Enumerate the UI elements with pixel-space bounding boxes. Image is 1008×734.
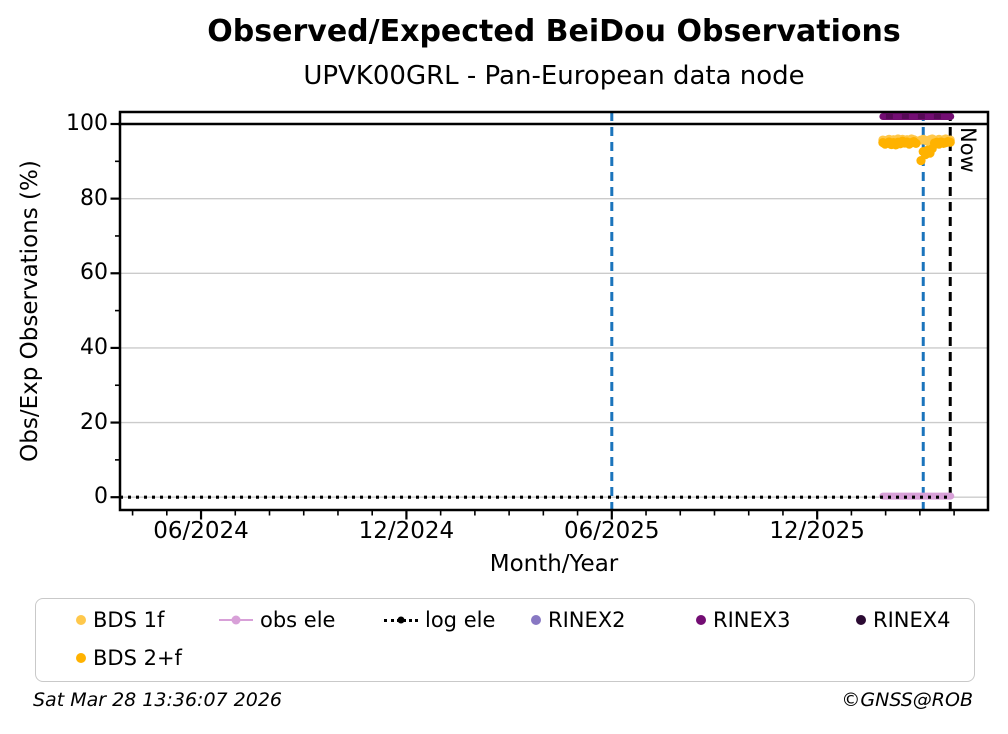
legend-label: BDS 1f xyxy=(93,608,165,632)
y-tick-label: 20 xyxy=(80,409,108,435)
legend-item-log-ele: log ele xyxy=(384,604,495,636)
footer-timestamp: Sat Mar 28 13:36:07 2026 xyxy=(33,689,283,711)
legend-marker-rinex4-icon xyxy=(856,615,866,625)
y-tick-label: 40 xyxy=(80,334,108,360)
y-axis-label: Obs/Exp Observations (%) xyxy=(17,160,43,462)
data-point-bds-2-f xyxy=(911,138,921,149)
y-tick-label: 100 xyxy=(66,111,108,136)
legend-label: RINEX4 xyxy=(873,608,951,632)
x-tick-label: 06/2025 xyxy=(564,518,660,544)
x-axis-label: Month/Year xyxy=(489,551,619,577)
legend-item-rinex3: RINEX3 xyxy=(696,604,791,636)
footer-credit: ©GNSS@ROB xyxy=(841,689,973,711)
legend-marker-log-ele-icon xyxy=(384,614,418,626)
legend-marker-bds-2-f-icon xyxy=(76,653,86,663)
y-tick-label: 0 xyxy=(94,484,108,510)
legend-label: obs ele xyxy=(260,608,336,632)
legend-item-bds-2-f: BDS 2+f xyxy=(76,642,182,674)
chart-subtitle: UPVK00GRL - Pan-European data node xyxy=(303,61,805,91)
now-label: Now xyxy=(956,127,980,173)
x-tick-label: 06/2024 xyxy=(153,518,249,544)
legend-label: RINEX3 xyxy=(713,608,791,632)
legend-marker-bds-1f-icon xyxy=(76,615,86,625)
legend-label: BDS 2+f xyxy=(93,646,182,670)
legend-marker-rinex2-icon xyxy=(531,615,541,625)
legend-item-rinex4: RINEX4 xyxy=(856,604,951,636)
x-tick-label: 12/2025 xyxy=(769,518,865,544)
plot-frame xyxy=(118,110,990,512)
x-tick-label: 12/2024 xyxy=(358,518,455,544)
legend-item-obs-ele: obs ele xyxy=(219,604,335,636)
data-point-bds-2-f xyxy=(945,137,955,147)
chart-title: Observed/Expected BeiDou Observations xyxy=(207,14,901,49)
legend-marker-obs-ele-icon xyxy=(219,614,253,626)
y-tick-label: 80 xyxy=(80,185,108,211)
legend-item-rinex2: RINEX2 xyxy=(531,604,626,636)
legend-item-bds-1f: BDS 1f xyxy=(76,604,164,636)
legend: BDS 1f obs ele log ele RINEX2 RINEX3 RINEX4 BD… xyxy=(35,598,975,682)
legend-label: RINEX2 xyxy=(548,608,626,632)
legend-marker-rinex3-icon xyxy=(696,615,706,625)
y-tick-label: 60 xyxy=(80,260,108,286)
legend-label: log ele xyxy=(425,608,496,632)
